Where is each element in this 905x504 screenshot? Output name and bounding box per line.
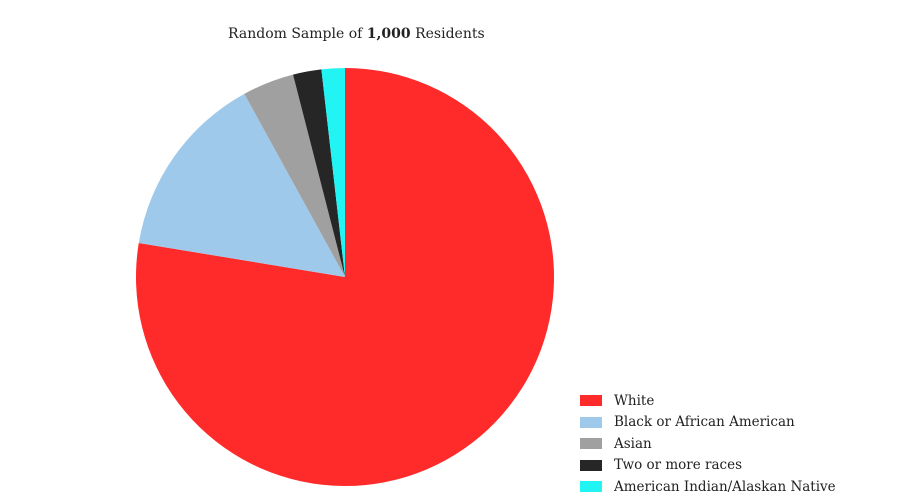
legend: White Black or African American Asian Two o… xyxy=(580,390,836,498)
legend-label: American Indian/Alaskan Native xyxy=(614,478,836,495)
legend-item: American Indian/Alaskan Native xyxy=(580,476,836,498)
legend-item: Black or African American xyxy=(580,412,836,434)
chart-title-bold: 1,000 xyxy=(366,26,411,42)
pie-slice-white xyxy=(135,68,554,486)
pie-slice-black-or-african-american xyxy=(138,93,345,277)
legend-item: Asian xyxy=(580,433,836,455)
chart-title: Random Sample of 1,000 Residents xyxy=(228,26,485,42)
chart-title-suffix: Residents xyxy=(410,26,485,42)
legend-swatch xyxy=(580,459,602,471)
legend-label: Black or African American xyxy=(614,414,795,431)
pie-slice-two-or-more-races xyxy=(293,69,345,277)
chart-title-prefix: Random Sample of xyxy=(228,26,367,42)
legend-swatch xyxy=(580,416,602,428)
pie-slice-asian xyxy=(244,74,345,277)
legend-item: White xyxy=(580,390,836,412)
legend-swatch xyxy=(580,395,602,407)
legend-label: Two or more races xyxy=(614,457,743,474)
legend-item: Two or more races xyxy=(580,455,836,477)
legend-label: Asian xyxy=(614,435,652,452)
legend-swatch xyxy=(580,481,602,493)
legend-label: White xyxy=(614,392,655,409)
pie-slice-american-indian-alaskan-native xyxy=(321,68,345,277)
legend-swatch xyxy=(580,438,602,450)
